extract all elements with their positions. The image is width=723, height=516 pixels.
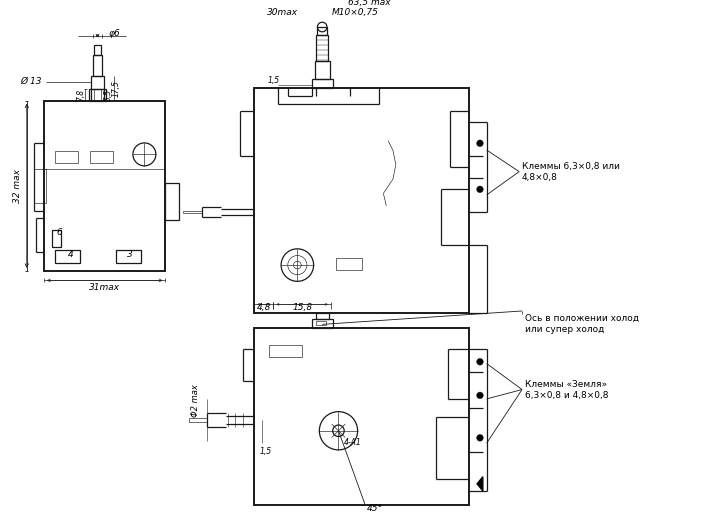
Text: или супер холод: или супер холод [525, 325, 604, 334]
Bar [315, 61, 330, 78]
Text: 4,8×0,8: 4,8×0,8 [522, 173, 558, 182]
Bar [317, 320, 326, 325]
Circle shape [476, 359, 483, 365]
Text: 15,8: 15,8 [292, 303, 312, 312]
Text: 32 max: 32 max [13, 169, 22, 203]
Text: 1,5: 1,5 [260, 447, 272, 457]
Bar [317, 27, 327, 35]
Text: 6: 6 [56, 228, 62, 237]
Bar [317, 35, 328, 61]
Text: Клеммы «Земля»: Клеммы «Земля» [525, 380, 607, 389]
Text: 17,5: 17,5 [111, 79, 120, 96]
Text: 45°: 45° [367, 504, 382, 513]
Bar [116, 250, 140, 263]
Text: 4: 4 [68, 250, 74, 259]
Bar [335, 259, 362, 270]
Bar [56, 151, 78, 163]
Polygon shape [477, 477, 483, 491]
Text: Ось в положении холод: Ось в положении холод [525, 314, 639, 323]
Bar [315, 313, 329, 318]
Bar [51, 230, 61, 247]
Text: φ6: φ6 [109, 29, 121, 38]
Bar [89, 89, 106, 101]
Bar [44, 101, 166, 271]
Bar [56, 250, 80, 263]
Circle shape [476, 434, 483, 441]
Text: 1,5: 1,5 [268, 76, 280, 85]
Bar [312, 78, 333, 88]
Text: 4,8: 4,8 [257, 303, 271, 312]
Text: 3: 3 [127, 250, 133, 259]
Bar [312, 318, 333, 328]
Bar [91, 76, 104, 89]
Bar [166, 183, 179, 220]
Bar [90, 151, 113, 163]
Bar [94, 45, 101, 55]
Circle shape [476, 140, 483, 147]
Text: 63,5 max: 63,5 max [348, 0, 391, 7]
Circle shape [476, 186, 483, 192]
Bar [254, 328, 469, 505]
Text: 31max: 31max [89, 283, 120, 292]
Text: M10×0,75: M10×0,75 [331, 8, 378, 17]
Bar [93, 55, 103, 76]
Text: 4-A1: 4-A1 [344, 438, 362, 447]
Text: Клеммы 6,3×0,8 или: Клеммы 6,3×0,8 или [522, 163, 620, 171]
Text: Φ2 max: Φ2 max [191, 384, 200, 417]
Bar [254, 88, 469, 313]
Text: 6,3×0,8 и 4,8×0,8: 6,3×0,8 и 4,8×0,8 [525, 391, 608, 400]
Text: Ø 13: Ø 13 [20, 77, 42, 86]
Text: 7,8: 7,8 [77, 89, 86, 101]
Text: 30max: 30max [268, 8, 299, 17]
Bar [35, 169, 46, 203]
Circle shape [476, 392, 483, 399]
Bar [269, 345, 302, 357]
Text: 5,5: 5,5 [103, 89, 113, 101]
